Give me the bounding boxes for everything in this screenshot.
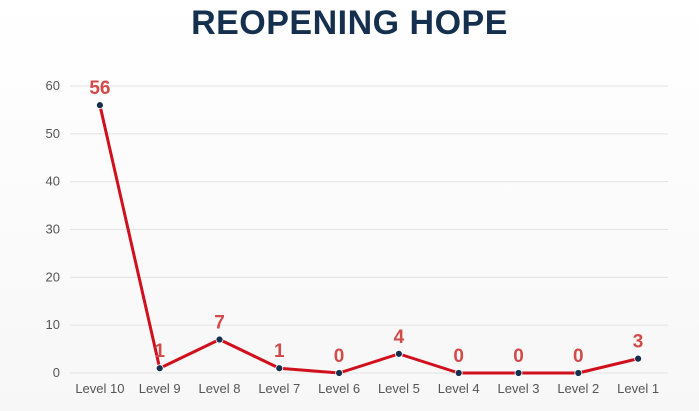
x-tick-label: Level 1 — [617, 381, 659, 396]
data-labels: 56 1 7 1 0 4 0 0 0 3 — [89, 78, 643, 367]
x-tick-label: Level 7 — [258, 381, 300, 396]
x-tick-label: Level 2 — [557, 381, 599, 396]
y-tick-label: 60 — [46, 78, 60, 93]
y-tick-label: 50 — [46, 126, 60, 141]
x-tick-label: Level 6 — [318, 381, 360, 396]
data-label: 1 — [154, 341, 165, 362]
data-point — [634, 354, 642, 363]
data-label: 0 — [573, 346, 584, 367]
data-label: 3 — [633, 332, 644, 353]
x-tick-label: Level 9 — [139, 381, 181, 396]
data-point — [215, 335, 224, 344]
series — [98, 103, 640, 375]
data-label: 7 — [214, 313, 225, 334]
x-tick-label: Level 3 — [498, 381, 540, 396]
data-label: 4 — [394, 327, 405, 348]
data-label: 1 — [274, 341, 285, 362]
data-point — [454, 369, 463, 377]
x-tick-label: Level 4 — [438, 381, 480, 396]
data-label: 0 — [334, 346, 345, 367]
data-label: 56 — [89, 78, 110, 99]
data-point — [574, 369, 583, 377]
x-tick-label: Level 8 — [199, 381, 241, 396]
y-tick-label: 20 — [46, 269, 60, 284]
x-axis-ticks: Level 10 Level 9 Level 8 Level 7 Level 6 Leve… — [75, 381, 659, 396]
y-tick-label: 30 — [46, 222, 60, 237]
y-tick-label: 0 — [53, 365, 60, 380]
x-tick-label: Level 10 — [75, 381, 124, 396]
y-tick-label: 40 — [46, 174, 60, 189]
data-label: 0 — [513, 346, 524, 367]
data-point — [335, 369, 344, 377]
y-tick-label: 10 — [46, 317, 60, 332]
data-point — [275, 364, 284, 373]
data-point — [514, 369, 523, 377]
grid-lines — [70, 85, 668, 374]
data-point — [394, 349, 403, 358]
chart-title: REOPENING HOPE — [191, 4, 508, 42]
data-label: 0 — [453, 346, 464, 367]
y-axis-ticks: 0 10 20 30 40 50 60 — [46, 78, 60, 380]
data-point — [96, 101, 104, 110]
series-line — [98, 103, 640, 375]
data-points — [96, 101, 642, 377]
data-point — [155, 364, 164, 373]
x-tick-label: Level 5 — [378, 381, 420, 396]
